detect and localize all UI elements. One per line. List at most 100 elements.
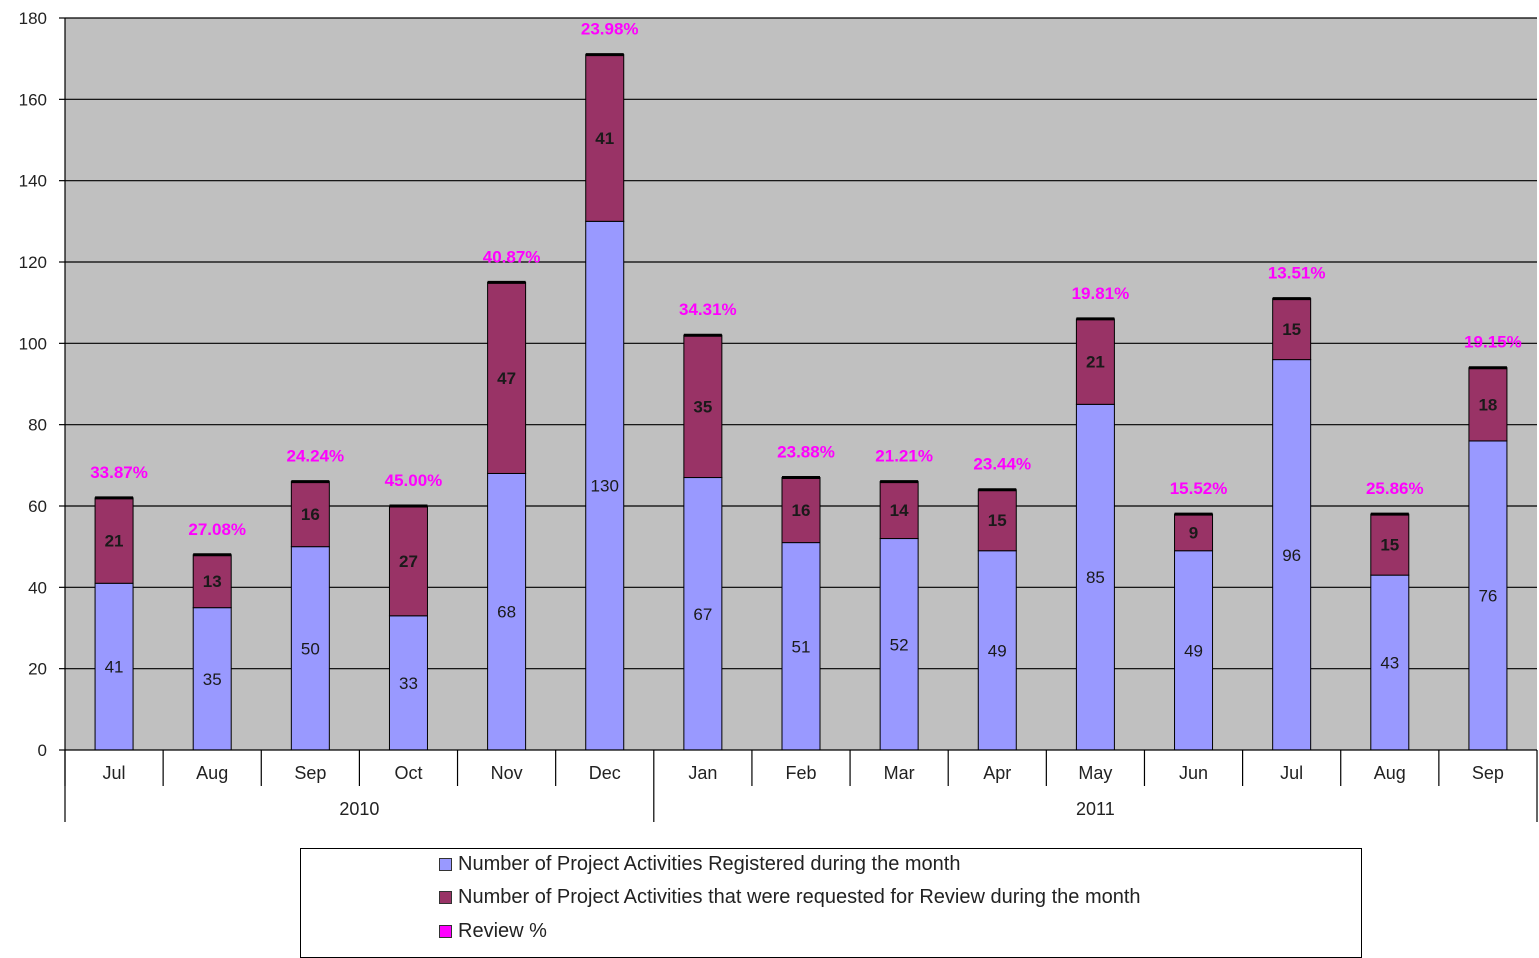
- bar-review-requested: [1075, 318, 1115, 405]
- y-tick-label: 180: [19, 9, 47, 28]
- data-label-registered: 130: [591, 477, 619, 496]
- data-label-review-requested: 9: [1189, 523, 1198, 542]
- legend-label-review-requested: Number of Project Activities that were r…: [458, 886, 1141, 908]
- bar-review-requested: [781, 477, 821, 544]
- data-label-review-pct: 34.31%: [679, 300, 737, 319]
- data-label-registered: 43: [1380, 654, 1399, 673]
- data-label-registered: 33: [399, 674, 418, 693]
- x-tick-label: May: [1078, 763, 1112, 783]
- y-tick-label: 160: [19, 90, 47, 109]
- legend-label-review-pct: Review %: [458, 920, 547, 942]
- data-label-review-requested: 13: [203, 572, 222, 591]
- data-label-review-requested: 21: [1086, 353, 1105, 372]
- data-label-review-requested: 21: [105, 532, 124, 551]
- data-label-registered: 51: [792, 637, 811, 656]
- bar-review-requested: [487, 281, 527, 474]
- x-tick-label: Nov: [491, 763, 523, 783]
- data-label-review-pct: 15.52%: [1170, 479, 1228, 498]
- data-label-review-requested: 14: [890, 501, 909, 520]
- data-label-review-requested: 15: [1282, 320, 1301, 339]
- x-tick-label: Aug: [196, 763, 228, 783]
- y-tick-label: 80: [28, 416, 47, 435]
- data-label-review-requested: 15: [1380, 536, 1399, 555]
- data-label-review-pct: 13.51%: [1268, 264, 1326, 283]
- data-label-registered: 35: [203, 670, 222, 689]
- data-label-review-pct: 25.86%: [1366, 479, 1424, 498]
- bar-registered: [879, 538, 919, 751]
- data-label-review-requested: 41: [595, 129, 614, 148]
- data-label-review-requested: 35: [693, 397, 712, 416]
- data-label-review-requested: 16: [301, 505, 320, 524]
- y-tick-label: 0: [38, 741, 47, 760]
- bar-review-requested: [388, 505, 428, 617]
- legend-label-registered: Number of Project Activities Registered …: [458, 853, 961, 875]
- data-label-review-requested: 18: [1478, 395, 1497, 414]
- bar-review-requested: [977, 489, 1017, 552]
- x-group-label: 2011: [1076, 799, 1115, 819]
- legend-item-review-requested: Number of Project Activities that were r…: [439, 886, 1141, 909]
- data-label-review-pct: 40.87%: [483, 247, 541, 266]
- bar-registered: [683, 477, 723, 751]
- data-label-review-pct: 45.00%: [385, 471, 443, 490]
- data-label-registered: 76: [1478, 586, 1497, 605]
- bar-registered: [1272, 359, 1312, 751]
- data-label-registered: 49: [988, 641, 1007, 660]
- x-tick-label: Jan: [688, 763, 717, 783]
- data-label-registered: 67: [693, 605, 712, 624]
- data-label-review-pct: 24.24%: [286, 447, 344, 466]
- data-label-review-requested: 47: [497, 369, 516, 388]
- bar-review-requested: [1370, 513, 1410, 576]
- data-label-registered: 96: [1282, 546, 1301, 565]
- legend-item-registered: Number of Project Activities Registered …: [439, 853, 960, 876]
- x-tick-label: Apr: [983, 763, 1011, 783]
- chart-legend: Number of Project Activities Registered …: [300, 848, 1362, 958]
- x-group-label: 2010: [339, 799, 379, 819]
- bar-review-requested: [879, 481, 919, 540]
- x-tick-label: Sep: [1472, 763, 1504, 783]
- y-tick-label: 100: [19, 334, 47, 353]
- data-label-review-requested: 27: [399, 552, 418, 571]
- data-label-review-pct: 23.44%: [973, 455, 1031, 474]
- data-label-registered: 85: [1086, 568, 1105, 587]
- data-label-registered: 50: [301, 639, 320, 658]
- bar-registered: [487, 472, 527, 751]
- bar-registered: [290, 546, 330, 751]
- bar-review-requested: [290, 481, 330, 548]
- bar-registered: [94, 582, 134, 751]
- data-label-registered: 68: [497, 603, 516, 622]
- bar-review-requested: [192, 554, 232, 609]
- bar-review-requested: [683, 334, 723, 479]
- data-label-review-pct: 19.15%: [1464, 333, 1522, 352]
- bar-review-requested: [1174, 513, 1214, 552]
- x-tick-label: Dec: [589, 763, 621, 783]
- legend-swatch-registered: [439, 858, 452, 871]
- data-label-review-pct: 19.81%: [1072, 284, 1130, 303]
- y-tick-label: 140: [19, 172, 47, 191]
- y-tick-label: 20: [28, 660, 47, 679]
- bar-review-requested: [1468, 367, 1508, 442]
- legend-swatch-review-pct: [439, 925, 452, 938]
- x-tick-label: Jun: [1179, 763, 1208, 783]
- x-tick-label: Jul: [1280, 763, 1303, 783]
- data-label-registered: 49: [1184, 641, 1203, 660]
- data-label-review-pct: 33.87%: [90, 463, 148, 482]
- y-tick-label: 60: [28, 497, 47, 516]
- x-tick-label: Feb: [785, 763, 816, 783]
- data-label-review-requested: 16: [792, 501, 811, 520]
- bar-review-requested: [1272, 298, 1312, 361]
- bar-review-requested: [585, 54, 625, 222]
- x-tick-label: Sep: [294, 763, 326, 783]
- data-label-registered: 52: [890, 635, 909, 654]
- y-tick-label: 120: [19, 253, 47, 272]
- y-tick-label: 40: [28, 578, 47, 597]
- x-tick-label: Jul: [103, 763, 126, 783]
- data-label-registered: 41: [105, 658, 124, 677]
- x-tick-label: Aug: [1374, 763, 1406, 783]
- legend-item-review-pct: Review %: [439, 920, 547, 943]
- bar-registered: [192, 607, 232, 751]
- data-label-review-requested: 15: [988, 511, 1007, 530]
- x-tick-label: Oct: [394, 763, 422, 783]
- x-tick-label: Mar: [884, 763, 915, 783]
- legend-swatch-review-requested: [439, 891, 452, 904]
